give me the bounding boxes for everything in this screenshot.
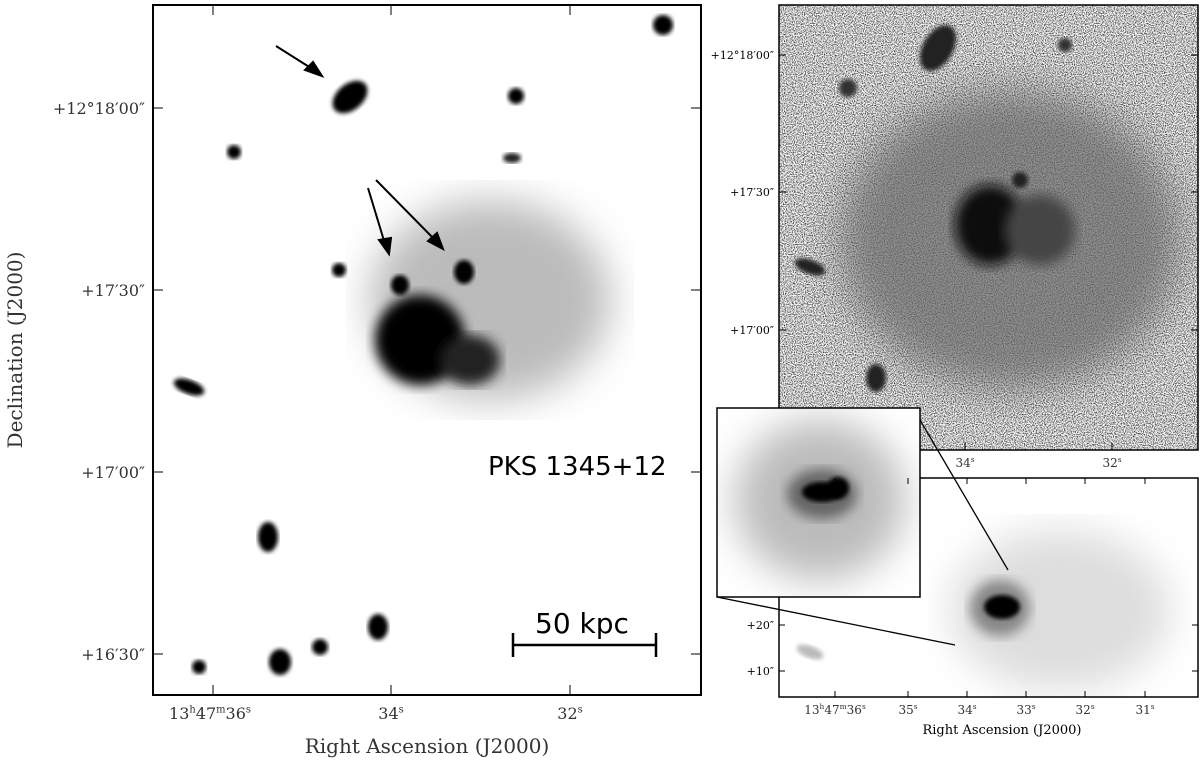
tick-number: 13 bbox=[804, 703, 819, 717]
scale-bar bbox=[511, 633, 658, 657]
tick-unit: s bbox=[1091, 702, 1095, 711]
tick-number: 36 bbox=[226, 704, 246, 723]
tick-unit: s bbox=[246, 705, 251, 716]
tick-unit: s bbox=[973, 702, 977, 711]
y-tick-label: +10″ bbox=[747, 665, 774, 678]
tick-unit: s bbox=[971, 455, 975, 464]
scale-bar-label: 50 kpc bbox=[535, 607, 629, 640]
x-tick-label: 34s bbox=[955, 455, 974, 470]
x-tick-label: 13h47m36s bbox=[169, 704, 251, 723]
x-tick-label: 34s bbox=[378, 704, 403, 723]
tick-number: 34 bbox=[378, 704, 398, 723]
bottom-right-image bbox=[779, 478, 1198, 697]
y-axis-label: Declination (J2000) bbox=[3, 252, 27, 449]
x-tick-label: 33s bbox=[1016, 702, 1035, 717]
tick-number: 35 bbox=[898, 703, 913, 717]
object-label: PKS 1345+12 bbox=[488, 452, 667, 482]
tick-unit: s bbox=[578, 705, 583, 716]
x-axis-label: Right Ascension (J2000) bbox=[305, 734, 550, 758]
inset-image bbox=[717, 408, 920, 597]
y-tick-label: +12°18′00″ bbox=[53, 99, 145, 118]
y-tick-label: +17′30″ bbox=[730, 186, 774, 199]
tick-unit: m bbox=[216, 705, 226, 716]
left-frame bbox=[152, 4, 702, 696]
tick-number: 32 bbox=[1075, 703, 1090, 717]
tick-unit: h bbox=[189, 705, 196, 716]
tick-number: 34 bbox=[957, 703, 973, 717]
inset-frame bbox=[716, 407, 921, 598]
tick-number: 31 bbox=[1135, 703, 1150, 717]
tick-number: 47 bbox=[196, 704, 216, 723]
tick-number: 32 bbox=[1102, 456, 1117, 470]
y-tick-label: +17′00″ bbox=[81, 463, 145, 482]
tick-number: 13 bbox=[169, 704, 189, 723]
tick-unit: s bbox=[914, 702, 918, 711]
x-tick-label: 31s bbox=[1135, 702, 1154, 717]
arrows bbox=[275, 45, 445, 257]
x-tick-label: 34s bbox=[957, 702, 976, 717]
tick-unit: m bbox=[840, 702, 847, 711]
tick-unit: s bbox=[862, 702, 866, 711]
y-tick-label: +17′30″ bbox=[81, 281, 145, 300]
left-image bbox=[153, 5, 701, 695]
tick-number: 33 bbox=[1016, 703, 1031, 717]
x-tick-label: 35s bbox=[898, 702, 917, 717]
tick-unit: s bbox=[399, 705, 404, 716]
tick-unit: h bbox=[820, 702, 825, 711]
y-tick-label: +20″ bbox=[747, 619, 774, 632]
tick-number: 34 bbox=[955, 456, 971, 470]
inset-lines bbox=[716, 419, 1009, 646]
x-tick-label: 32s bbox=[557, 704, 582, 723]
x-tick-label: 32s bbox=[1075, 702, 1094, 717]
tick-number: 36 bbox=[847, 703, 862, 717]
y-tick-label: +17′00″ bbox=[730, 324, 774, 337]
top-right-frame bbox=[778, 4, 1199, 451]
tick-unit: s bbox=[1032, 702, 1036, 711]
tick-unit: s bbox=[1118, 455, 1122, 464]
y-tick-label: +16′30″ bbox=[81, 645, 145, 664]
x-tick-label: 32s bbox=[1102, 455, 1121, 470]
tick-number: 47 bbox=[824, 703, 839, 717]
top-right-image bbox=[779, 5, 1198, 450]
tick-unit: s bbox=[1151, 702, 1155, 711]
x-tick-label: 13h47m36s bbox=[804, 702, 866, 717]
bottom-x-axis-label: Right Ascension (J2000) bbox=[922, 723, 1081, 738]
tick-number: 32 bbox=[557, 704, 577, 723]
y-tick-label: +12°18′00″ bbox=[711, 49, 774, 62]
